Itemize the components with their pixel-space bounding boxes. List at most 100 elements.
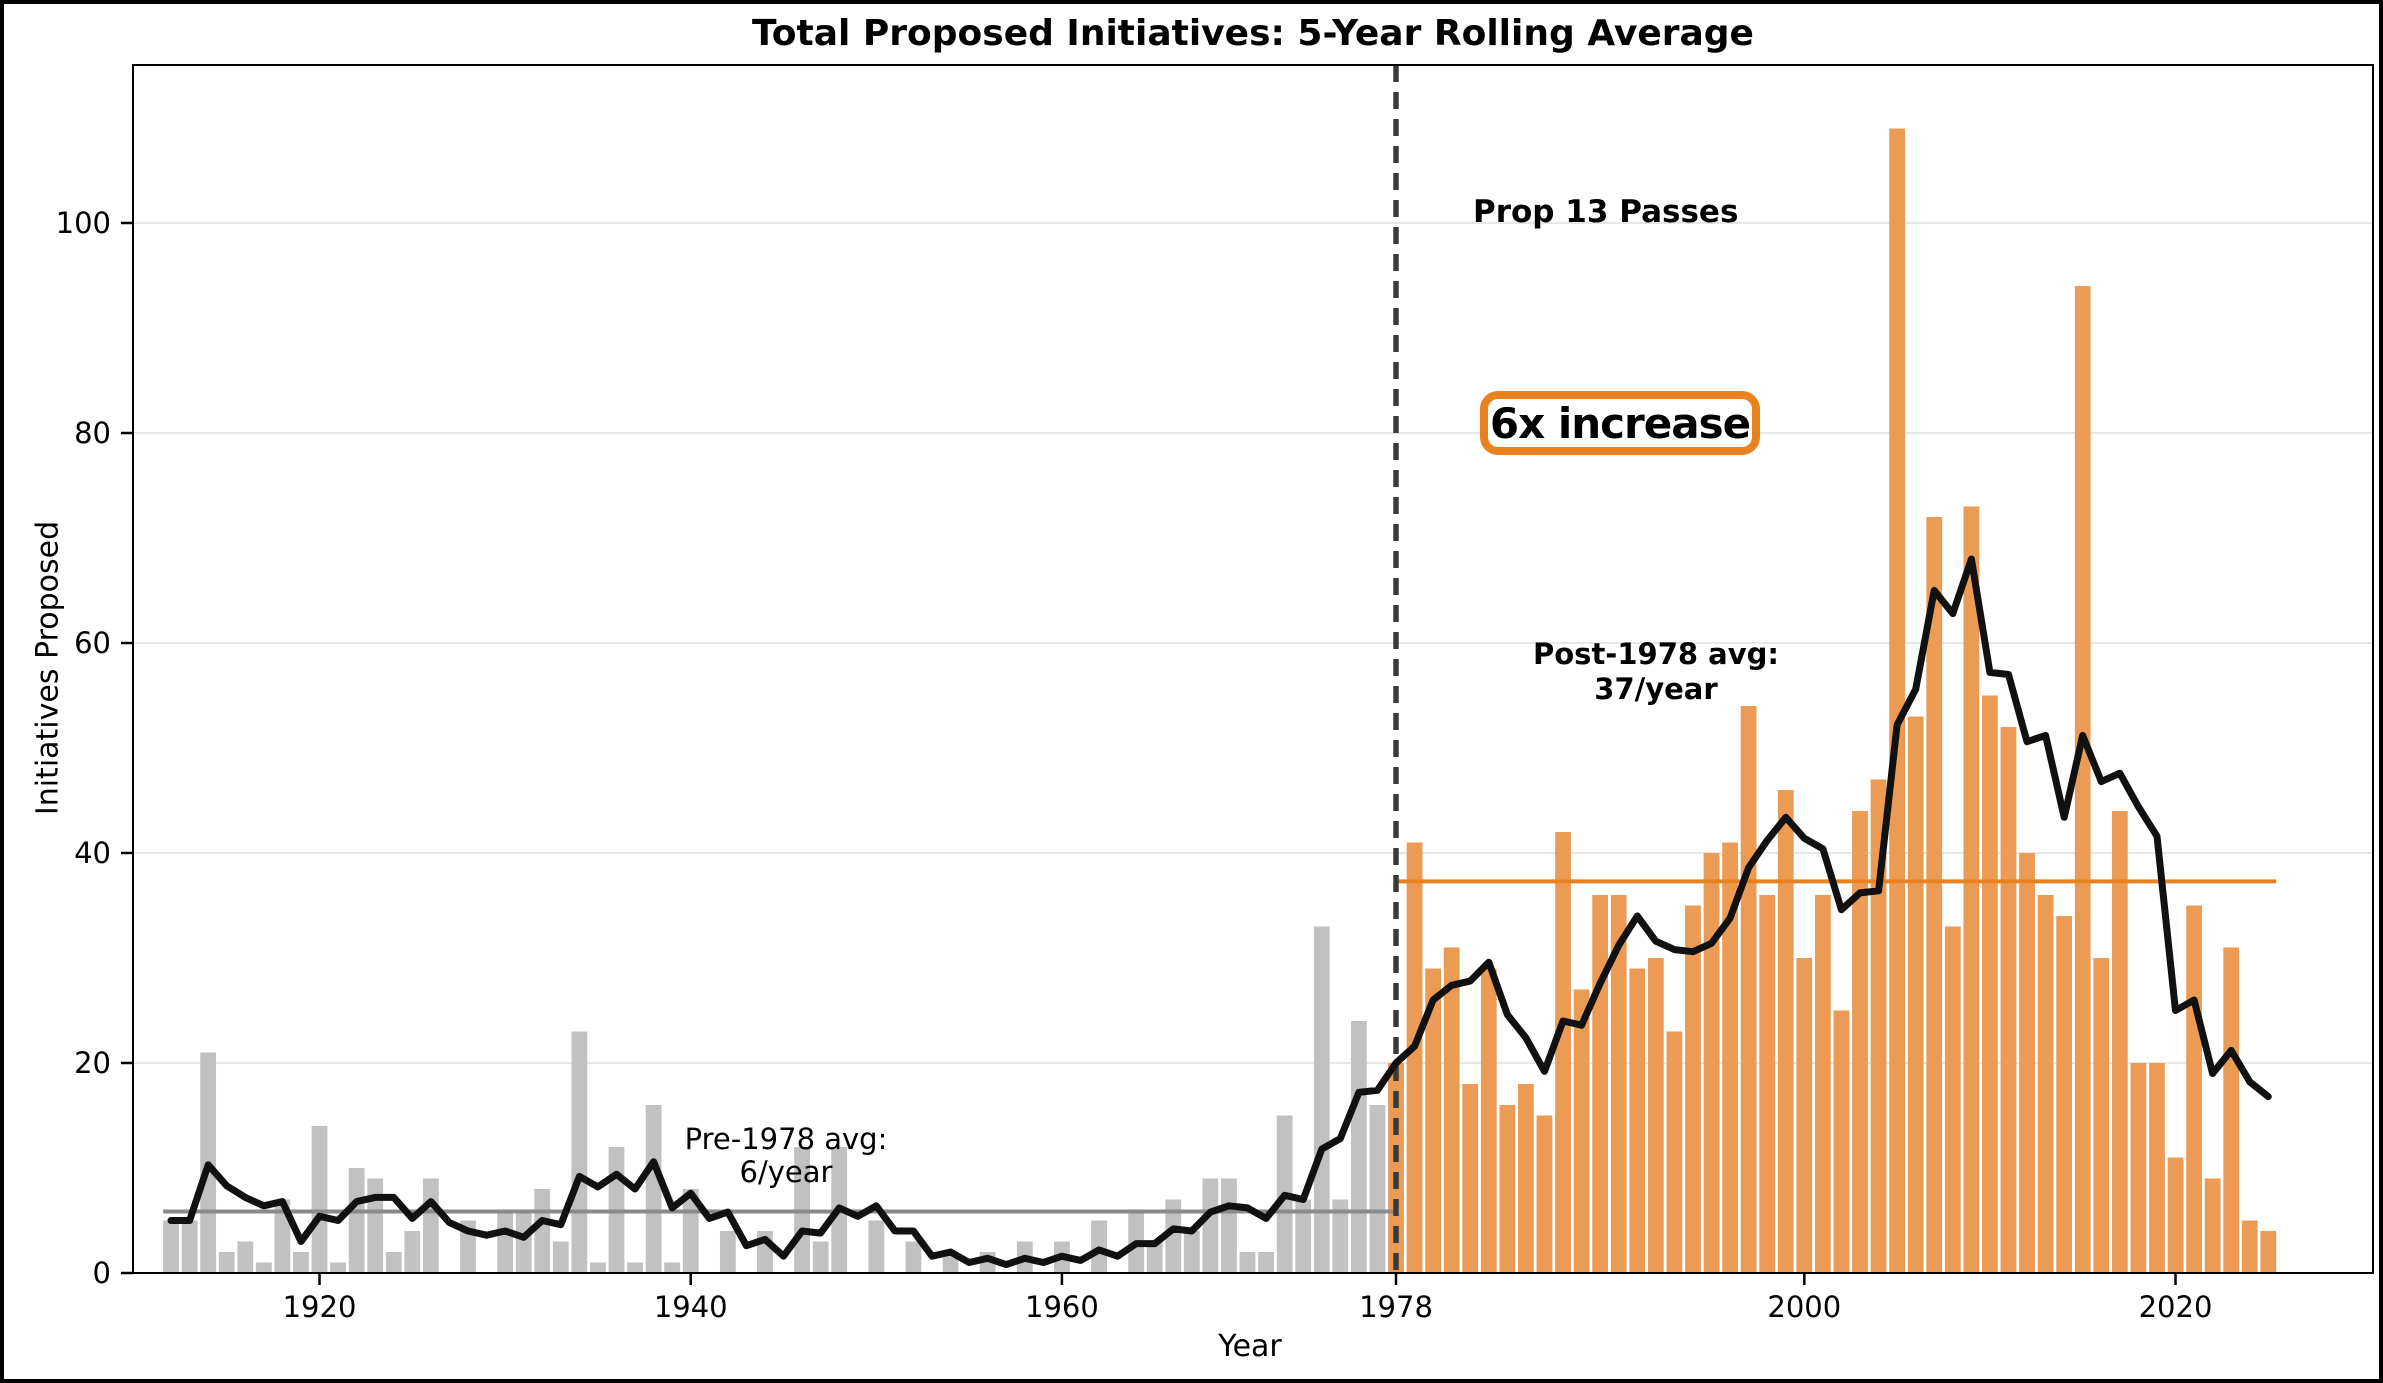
y-tick-label-80: 80 — [74, 416, 111, 450]
bar-post1978-2019 — [2149, 1063, 2165, 1273]
y-tick-label-100: 100 — [56, 206, 111, 240]
bar-post1978-2004 — [1870, 779, 1887, 1273]
x-tick-label-2000: 2000 — [1767, 1290, 1841, 1324]
bar-post1978-2014 — [2056, 916, 2073, 1273]
plot-spines — [132, 64, 2374, 1274]
bar-pre1978-1933 — [552, 1241, 569, 1273]
bar-post1978-1997 — [1740, 706, 1757, 1273]
bar-post1978-2008 — [1944, 926, 1961, 1273]
bar-pre1978-1926 — [422, 1178, 439, 1273]
bar-post1978-1980 — [1425, 968, 1442, 1273]
bar-pre1978-1937 — [627, 1262, 643, 1273]
bar-pre1978-1930 — [497, 1210, 514, 1273]
bar-pre1978-1967 — [1183, 1231, 1200, 1273]
bar-pre1978-1952 — [905, 1241, 922, 1273]
bar-post1978-2022 — [2204, 1178, 2221, 1273]
x-tick-label-2020: 2020 — [2139, 1290, 2213, 1324]
x-tick-label-1920: 1920 — [283, 1290, 357, 1324]
bar-pre1978-1965 — [1146, 1241, 1163, 1273]
bar-post1978-2007 — [1926, 517, 1943, 1273]
bar-post1978-1978 — [1388, 1063, 1404, 1273]
bar-post1978-2003 — [1852, 811, 1868, 1273]
bar-post1978-1988 — [1573, 989, 1590, 1273]
bar-pre1978-1939 — [664, 1262, 681, 1273]
bar-pre1978-1935 — [590, 1262, 606, 1273]
bar-post1978-1990 — [1610, 895, 1627, 1273]
annotation-pre-1978-avg: Pre-1978 avg: 6/year — [684, 1122, 888, 1189]
x-tick-label-1940: 1940 — [654, 1290, 728, 1324]
bar-pre1978-1931 — [515, 1210, 532, 1273]
x-axis-label: Year — [1218, 1329, 1282, 1364]
bar-post1978-2009 — [1963, 506, 1980, 1273]
bar-post1978-2015 — [2074, 286, 2091, 1273]
bar-post1978-1982 — [1462, 1084, 1479, 1273]
bar-pre1978-1968 — [1202, 1178, 1219, 1273]
bar-post1978-2016 — [2093, 958, 2110, 1273]
x-tick-label-1960: 1960 — [1025, 1290, 1099, 1324]
bar-post1978-2018 — [2130, 1063, 2147, 1273]
bar-pre1978-1919 — [293, 1252, 309, 1273]
x-tick-label-1978: 1978 — [1359, 1290, 1433, 1324]
annotation-post-1978-avg: Post-1978 avg: 37/year — [1533, 637, 1779, 706]
bar-pre1978-1970 — [1239, 1252, 1256, 1273]
bar-post1978-1991 — [1629, 968, 1646, 1273]
bar-pre1978-1974 — [1313, 926, 1330, 1273]
bar-pre1978-1938 — [645, 1105, 662, 1273]
bar-post1978-2017 — [2111, 811, 2128, 1273]
bar-post1978-2005 — [1889, 128, 1906, 1273]
bar-post1978-2025 — [2260, 1231, 2277, 1273]
bar-post1978-1987 — [1555, 832, 1571, 1273]
bar-post1978-1981 — [1443, 947, 1460, 1273]
bar-pre1978-1942 — [719, 1231, 736, 1273]
bar-post1978-2011 — [2000, 727, 2017, 1273]
bar-post1978-1998 — [1759, 895, 1776, 1273]
bar-pre1978-1923 — [367, 1178, 384, 1273]
y-tick-label-20: 20 — [74, 1046, 111, 1080]
bar-post1978-2001 — [1814, 895, 1831, 1273]
bar-pre1978-1924 — [385, 1252, 402, 1273]
bar-post1978-2024 — [2241, 1220, 2258, 1273]
bar-pre1978-1971 — [1258, 1252, 1274, 1273]
bar-post1978-2012 — [2019, 853, 2035, 1273]
bar-post1978-1984 — [1499, 1105, 1516, 1273]
bar-pre1978-1969 — [1221, 1178, 1237, 1273]
bar-pre1978-1932 — [534, 1189, 551, 1273]
bar-pre1978-1976 — [1350, 1021, 1367, 1273]
bar-post1978-1999 — [1777, 790, 1794, 1273]
y-axis-label: Initiatives Proposed — [30, 520, 66, 816]
bar-pre1978-1977 — [1369, 1105, 1386, 1273]
bar-pre1978-1912 — [163, 1220, 179, 1273]
bar-post1978-2000 — [1796, 958, 1813, 1273]
bar-post1978-1995 — [1703, 853, 1720, 1273]
bar-post1978-1992 — [1647, 958, 1664, 1273]
annotation-6x-increase-label: 6x increase — [1489, 398, 1751, 448]
bar-post1978-2023 — [2223, 947, 2240, 1273]
annotation-6x-increase-box: 6x increase — [1480, 391, 1760, 455]
bar-post1978-2020 — [2167, 1157, 2184, 1273]
bar-pre1978-1925 — [404, 1231, 421, 1273]
bar-post1978-2010 — [1982, 695, 1998, 1273]
bar-pre1978-1934 — [571, 1031, 588, 1273]
bar-post1978-1986 — [1536, 1115, 1553, 1273]
bar-pre1978-1920 — [311, 1126, 328, 1273]
bar-pre1978-1921 — [330, 1262, 346, 1273]
bar-pre1978-1975 — [1332, 1199, 1349, 1273]
bar-post1978-2002 — [1833, 1010, 1850, 1273]
y-tick-label-40: 40 — [74, 836, 111, 870]
bar-pre1978-1947 — [812, 1241, 829, 1273]
bar-pre1978-1917 — [255, 1262, 272, 1273]
bar-pre1978-1950 — [868, 1220, 885, 1273]
bar-post1978-2006 — [1907, 716, 1924, 1273]
bar-pre1978-1973 — [1295, 1199, 1312, 1273]
rolling-average-line — [167, 555, 2272, 1269]
bar-pre1978-1913 — [181, 1220, 198, 1273]
bar-post1978-1989 — [1592, 895, 1609, 1273]
bar-pre1978-1916 — [237, 1241, 254, 1273]
y-tick-label-60: 60 — [74, 626, 111, 660]
bar-post1978-1994 — [1685, 905, 1701, 1273]
bar-post1978-1993 — [1666, 1031, 1683, 1273]
bar-post1978-2013 — [2037, 895, 2054, 1273]
y-tick-label-0: 0 — [93, 1256, 111, 1290]
bar-post1978-1985 — [1518, 1084, 1534, 1273]
